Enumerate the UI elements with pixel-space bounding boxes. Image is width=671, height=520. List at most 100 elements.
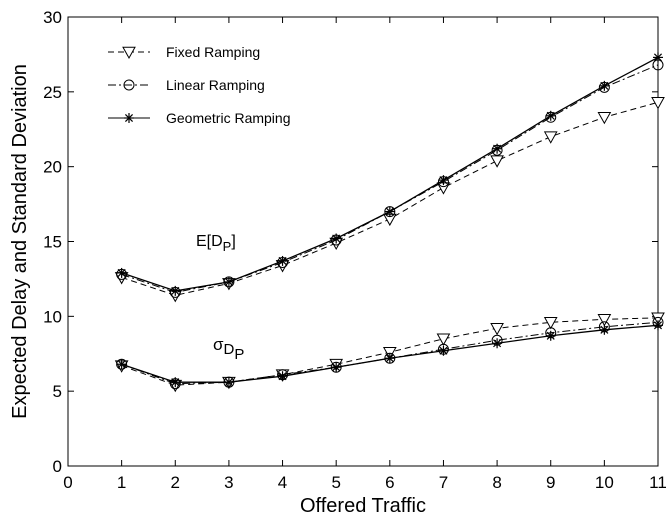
star-stroke [439, 176, 448, 185]
data-point-star [384, 206, 395, 217]
series-line [121, 101, 659, 296]
star-stroke [385, 354, 394, 363]
series-mean-geometric-ramping [116, 52, 663, 296]
data-point-triangle-down [490, 323, 504, 336]
x-tick-label: 2 [171, 473, 180, 492]
y-tick-label: 20 [43, 158, 62, 177]
data-point-star [116, 267, 127, 278]
annotations: E[DP] σDP [196, 233, 244, 363]
legend: Fixed Ramping Linear Ramping Geometric Ram… [108, 44, 291, 126]
star-stroke [124, 113, 134, 123]
data-point-star [331, 233, 342, 244]
legend-item: Geometric Ramping [108, 110, 291, 126]
y-tick-label: 5 [53, 382, 62, 401]
legend-item: Linear Ramping [108, 77, 265, 93]
star-stroke [439, 346, 448, 355]
x-tick-label: 4 [278, 473, 287, 492]
x-tick-label: 11 [649, 473, 667, 492]
y-tick-label: 15 [43, 233, 62, 252]
data-point-triangle-down [436, 333, 451, 346]
data-point-triangle-down [597, 314, 612, 327]
series-layer [114, 52, 665, 393]
series-std-fixed-ramping [114, 312, 665, 393]
data-point-star [277, 255, 288, 266]
x-tick-label: 10 [595, 473, 614, 492]
star-stroke [653, 321, 663, 330]
data-point-star [277, 371, 288, 382]
star-stroke [332, 363, 341, 372]
data-point-star [599, 80, 610, 91]
data-point-star [599, 324, 610, 335]
star-stroke [278, 372, 287, 381]
x-tick-label: 5 [331, 473, 340, 492]
x-tick-label: 7 [439, 473, 448, 492]
star-stroke [600, 325, 609, 334]
data-point-triangle-down [490, 155, 504, 168]
star-stroke [385, 207, 394, 216]
data-point-star [492, 338, 503, 349]
star-stroke [224, 378, 233, 387]
star-stroke [332, 234, 341, 243]
plot-frame [67, 16, 659, 467]
series-std-geometric-ramping [116, 320, 663, 388]
star-stroke [117, 268, 126, 277]
legend-label: Fixed Ramping [166, 44, 260, 60]
y-tick-label: 0 [53, 457, 62, 476]
data-point-star [492, 143, 503, 154]
legend-marker-circle [123, 79, 135, 91]
x-tick-label: 6 [385, 473, 394, 492]
std-annotation: σDP [213, 335, 244, 363]
y-tick-label: 10 [43, 307, 62, 326]
star-stroke [653, 53, 663, 62]
data-point-star [223, 276, 234, 287]
y-tick-label: 25 [43, 83, 62, 102]
data-point-triangle-down [543, 317, 558, 330]
data-point-star [384, 353, 395, 364]
data-point-star [170, 285, 181, 296]
mean-annotation: E[DP] [196, 233, 236, 254]
star-stroke [171, 378, 180, 387]
axis-ticks: 0 1 2 3 4 5 6 7 8 9 10 11 0 5 10 15 20 25 30 [43, 8, 667, 492]
y-tick-label: 30 [43, 8, 62, 27]
x-tick-label: 8 [492, 473, 501, 492]
plot-frame-group [67, 16, 659, 467]
star-stroke [546, 331, 555, 340]
x-axis-label: Offered Traffic [300, 495, 426, 517]
data-point-star [653, 320, 663, 331]
data-point-star [116, 359, 127, 370]
series-mean-fixed-ramping [114, 97, 665, 303]
data-point-star [545, 330, 556, 341]
star-stroke [493, 339, 502, 348]
star-stroke [600, 81, 609, 90]
data-point-star [653, 52, 663, 63]
star-stroke [117, 360, 126, 369]
data-point-star [331, 362, 342, 373]
data-point-triangle-down [651, 97, 665, 110]
series-mean-linear-ramping [116, 59, 664, 298]
legend-marker-star [124, 113, 134, 123]
star-stroke [171, 286, 180, 295]
x-tick-label: 1 [117, 473, 126, 492]
data-point-star [545, 110, 556, 121]
star-stroke [224, 277, 233, 286]
x-tick-label: 3 [224, 473, 233, 492]
x-tick-label: 0 [63, 473, 72, 492]
data-point-triangle-down [597, 111, 612, 125]
legend-marker-triangle-down [122, 46, 136, 60]
data-point-star [223, 377, 234, 388]
x-tick-label: 9 [546, 473, 555, 492]
legend-label: Linear Ramping [166, 77, 265, 93]
star-stroke [546, 111, 555, 120]
data-point-triangle-down [543, 131, 558, 144]
series-line [121, 64, 659, 293]
legend-label: Geometric Ramping [166, 110, 291, 126]
series-std-linear-ramping [116, 316, 664, 390]
star-stroke [493, 144, 502, 153]
legend-item: Fixed Ramping [108, 44, 260, 60]
data-point-star [170, 377, 181, 388]
y-axis-label: Expected Delay and Standard Deviation [9, 64, 31, 419]
star-stroke [278, 256, 287, 265]
data-point-star [438, 345, 449, 356]
data-point-star [438, 175, 449, 186]
